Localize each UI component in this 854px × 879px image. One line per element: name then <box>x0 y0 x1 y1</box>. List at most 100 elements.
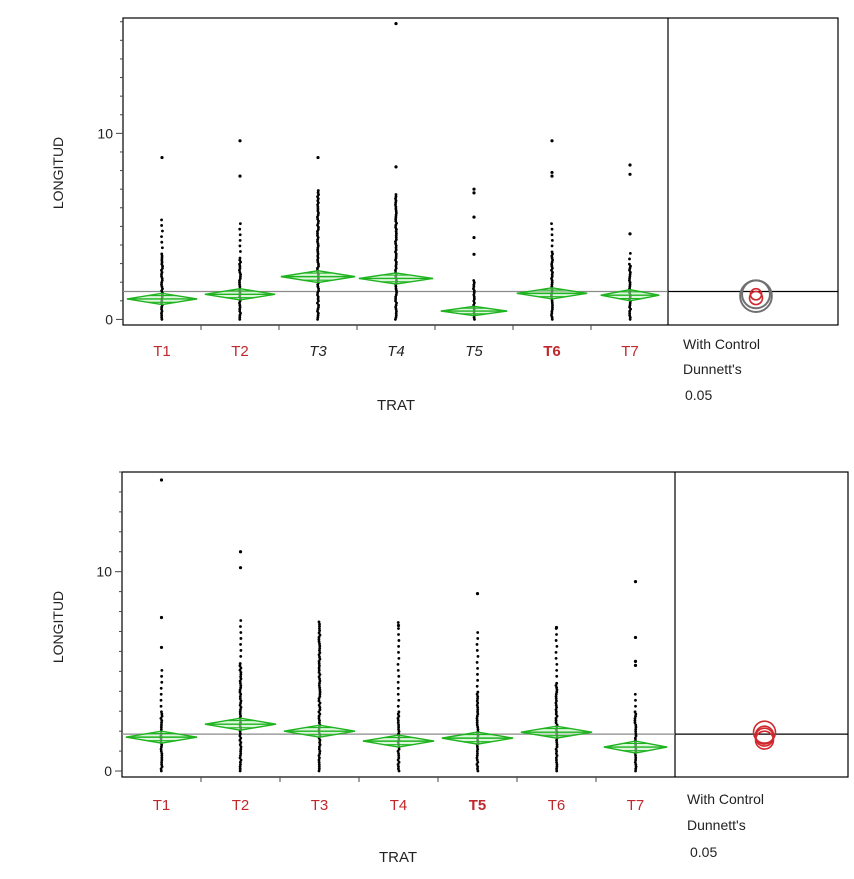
data-point <box>397 627 400 630</box>
category-label-t3: T3 <box>311 797 329 814</box>
data-point <box>475 684 479 688</box>
data-point <box>159 704 163 708</box>
data-point <box>318 756 321 760</box>
data-point <box>476 712 480 716</box>
data-point <box>394 203 397 207</box>
data-point <box>318 719 321 722</box>
data-point <box>238 730 242 733</box>
data-point <box>318 690 322 694</box>
data-point <box>476 727 480 731</box>
data-point <box>628 275 632 278</box>
data-point <box>316 260 320 264</box>
data-point <box>394 264 398 268</box>
data-point <box>394 313 398 317</box>
data-point <box>475 749 479 753</box>
data-point <box>476 672 479 676</box>
data-point <box>239 701 242 705</box>
data-point <box>394 266 398 270</box>
data-point <box>397 732 400 736</box>
data-point <box>554 747 558 751</box>
data-point <box>160 275 163 278</box>
data-point <box>397 698 401 702</box>
data-point <box>394 293 398 297</box>
data-point <box>318 642 321 646</box>
data-point <box>472 297 476 301</box>
data-point <box>238 769 242 773</box>
data-point <box>239 666 243 670</box>
data-point <box>396 704 400 708</box>
data-point <box>555 706 558 709</box>
data-point <box>316 318 319 321</box>
data-point <box>318 741 321 744</box>
data-point <box>160 252 164 256</box>
data-point <box>317 640 321 644</box>
data-point <box>238 679 242 683</box>
data-point <box>550 275 554 278</box>
data-point <box>317 635 321 639</box>
data-point <box>397 710 401 714</box>
x-axis-label: TRAT <box>377 397 415 414</box>
data-point <box>550 318 554 321</box>
data-point <box>555 758 558 762</box>
data-point <box>317 765 321 769</box>
data-point <box>317 754 321 758</box>
data-point <box>633 719 637 722</box>
data-point <box>239 763 242 766</box>
data-point <box>239 747 243 751</box>
data-point <box>475 699 479 703</box>
data-point <box>160 719 164 722</box>
category-label-t2: T2 <box>232 797 250 814</box>
outlier-point <box>628 172 632 176</box>
data-point <box>318 624 321 628</box>
category-label-t7: T7 <box>627 797 645 814</box>
data-point <box>239 684 243 687</box>
data-point <box>554 721 558 725</box>
outlier-point <box>633 663 638 667</box>
data-point <box>239 619 243 622</box>
data-point <box>397 767 400 771</box>
comparison-title: With Control <box>687 791 764 807</box>
data-point <box>160 674 164 678</box>
data-point <box>318 738 322 742</box>
data-point <box>317 666 321 670</box>
data-point <box>397 656 401 660</box>
data-point <box>476 765 480 769</box>
outlier-point <box>396 623 401 628</box>
data-point <box>396 758 400 762</box>
data-point <box>239 692 243 696</box>
outlier-point <box>628 232 632 236</box>
data-point <box>160 240 164 244</box>
data-point <box>555 741 559 744</box>
data-point <box>554 712 558 716</box>
data-point <box>397 760 401 764</box>
data-point <box>318 651 322 655</box>
data-point <box>394 242 398 246</box>
data-point <box>634 732 638 736</box>
data-point <box>160 754 164 758</box>
data-point <box>316 217 320 221</box>
data-point <box>316 313 320 317</box>
data-point <box>317 638 321 641</box>
data-point <box>160 763 164 766</box>
data-point <box>634 714 637 718</box>
data-point <box>554 639 558 642</box>
data-point <box>238 258 242 262</box>
data-point <box>160 279 164 282</box>
data-point <box>472 279 476 282</box>
data-point <box>239 675 243 679</box>
outlier-point <box>633 580 638 584</box>
data-point <box>318 712 322 716</box>
y-tick-label: 10 <box>97 125 113 141</box>
data-point <box>554 684 558 687</box>
data-point <box>394 193 398 196</box>
data-point <box>238 734 242 738</box>
data-point <box>160 218 163 222</box>
data-point <box>159 725 163 729</box>
data-point <box>160 721 163 725</box>
outlier-point <box>633 635 638 640</box>
data-point <box>239 250 242 253</box>
data-point <box>160 258 164 262</box>
data-point <box>476 631 480 634</box>
data-point <box>238 738 242 742</box>
data-point <box>238 767 242 771</box>
